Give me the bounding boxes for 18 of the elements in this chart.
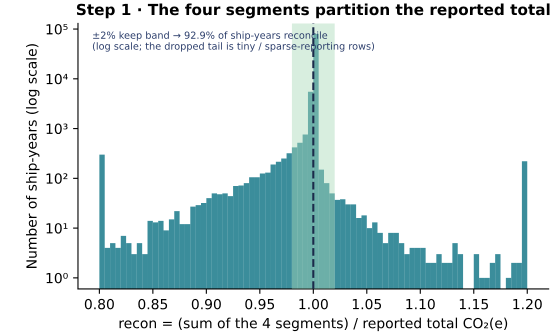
y-tick-label: 10¹: [46, 223, 68, 234]
y-tick-label: 10⁰: [46, 272, 68, 284]
x-tick-label: 1.05: [352, 298, 382, 310]
y-axis-title: Number of ship-years (log scale): [26, 44, 40, 268]
x-tick-label: 0.85: [138, 298, 168, 310]
y-tick-label: 10²: [46, 173, 68, 184]
y-tick-label: 10³: [46, 124, 68, 134]
chart-title: Step 1 · The four segments partition the reported total: [76, 3, 550, 18]
x-tick-label: 1.10: [406, 298, 435, 310]
x-tick-label: 1.00: [299, 298, 328, 310]
y-tick-label: 10⁴: [46, 74, 68, 84]
x-tick-label: 0.95: [245, 298, 274, 310]
x-tick-label: 0.80: [84, 298, 114, 310]
x-tick-label: 1.15: [460, 299, 488, 310]
x-tick-label: 1.20: [513, 298, 542, 310]
x-axis-title: recon = (sum of the 4 segments) / reported total CO₂(e): [120, 318, 508, 332]
y-tick-label: 10⁵: [46, 24, 68, 35]
x-tick-label: 0.90: [192, 298, 221, 310]
